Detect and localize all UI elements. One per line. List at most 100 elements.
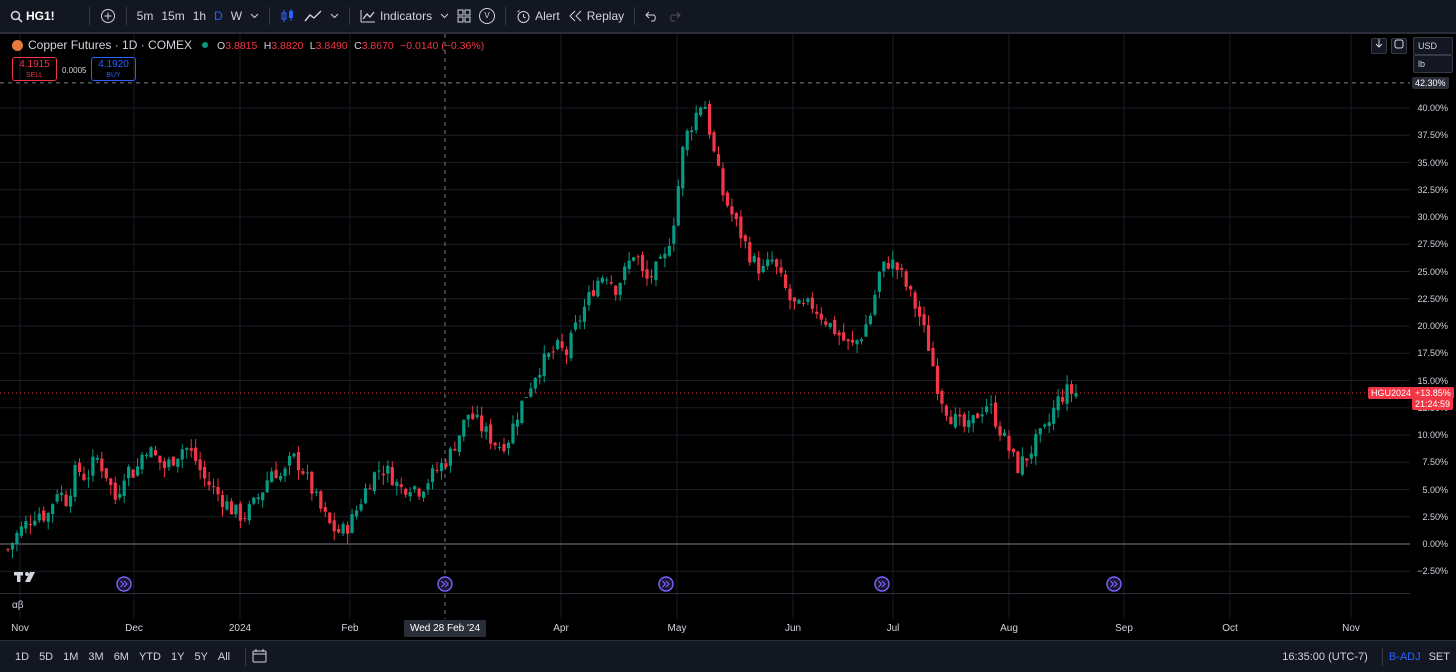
candle-body: [636, 256, 640, 258]
candle-body: [274, 469, 278, 479]
range-button-1y[interactable]: 1Y: [170, 650, 185, 663]
candle-body: [6, 549, 10, 551]
candle-body: [377, 470, 381, 472]
interval-15m[interactable]: 15m: [161, 9, 185, 23]
candle-body: [185, 448, 189, 450]
candle-body: [180, 449, 184, 460]
indicators-button[interactable]: Indicators: [356, 4, 436, 28]
candle-body: [582, 306, 587, 322]
candle-body: [779, 267, 783, 273]
time-tick-label: Nov: [11, 623, 29, 634]
candle-body: [149, 447, 153, 458]
candle-body: [725, 192, 730, 206]
alert-button[interactable]: Alert: [512, 4, 564, 28]
symbol-search-button[interactable]: HG1!: [0, 4, 59, 28]
sell-button[interactable]: 4.1915 SELL: [12, 57, 57, 81]
range-button-6m[interactable]: 6M: [113, 650, 129, 663]
candle-body: [296, 452, 301, 471]
open-label: O: [217, 40, 226, 52]
candle-body: [654, 261, 658, 281]
replay-button[interactable]: Replay: [564, 4, 628, 28]
interval-5m[interactable]: 5m: [136, 9, 154, 23]
range-button-1m[interactable]: 1M: [63, 650, 79, 663]
candle-body: [1047, 422, 1051, 427]
unit-select[interactable]: lb: [1413, 55, 1453, 73]
candle-body: [64, 494, 68, 506]
range-button-ytd[interactable]: YTD: [138, 650, 161, 663]
set-toggle[interactable]: SET: [1428, 650, 1450, 663]
candle-body: [283, 468, 287, 477]
clock-timezone[interactable]: 16:35:00 (UTC-7): [1282, 650, 1368, 663]
candle-body: [859, 339, 864, 342]
candle-body: [1002, 432, 1007, 436]
bottom-toolbar: 1D 5D 1M 3M 6M YTD 1Y 5Y All 16:35:00 (UTC-7) B-…: [0, 640, 1456, 672]
candle-body: [998, 426, 1002, 436]
candle-body: [408, 492, 412, 497]
candle-body: [1029, 453, 1033, 459]
price-tick-label: 30.00%: [1417, 212, 1448, 222]
candle-body: [113, 482, 117, 500]
interval-dropdown[interactable]: [246, 4, 263, 28]
range-button-3m[interactable]: 3M: [88, 650, 104, 663]
line-tool-button[interactable]: [300, 4, 326, 28]
candle-body: [850, 339, 855, 343]
range-button-5y[interactable]: 5Y: [194, 650, 208, 663]
range-button-all[interactable]: All: [217, 650, 231, 663]
compare-add-button[interactable]: [96, 4, 120, 28]
time-tick-label: May: [667, 623, 687, 634]
interval-1h[interactable]: 1h: [192, 9, 207, 23]
chart-type-dropdown[interactable]: [326, 4, 343, 28]
legend-title[interactable]: Copper Futures · 1D · COMEX: [28, 38, 193, 52]
current-percent-tag: +13.85%: [1412, 387, 1454, 399]
buy-button[interactable]: 4.1920 BUY: [91, 57, 136, 81]
candle-body: [252, 497, 256, 504]
candle-body: [877, 271, 881, 292]
time-scale[interactable]: Nov Oct Sep Aug Jul Jun May Apr Feb 2024 Dec Nov We…: [0, 619, 1410, 639]
candle-body: [359, 504, 363, 511]
candle-body: [462, 419, 466, 437]
price-scale[interactable]: 40.00% 37.50% 35.00% 32.50% 30.00% 27.50% 25.0…: [1410, 34, 1456, 619]
candle-body: [42, 510, 46, 521]
candle-body: [86, 478, 91, 480]
version-badge-button[interactable]: V: [475, 4, 499, 28]
price-tick-label: 5.00%: [1422, 484, 1448, 495]
range-button-5d[interactable]: 5D: [39, 650, 54, 663]
fullscreen-button[interactable]: [1391, 38, 1407, 54]
candle-body: [931, 348, 935, 367]
interval-w[interactable]: W: [230, 9, 243, 23]
candle-body: [623, 266, 627, 281]
candles-chart-type-button[interactable]: [276, 4, 300, 28]
go-to-date-button[interactable]: [252, 648, 267, 666]
candle-body: [104, 468, 108, 479]
candle-body: [118, 493, 122, 498]
candle-body: [873, 294, 877, 315]
event-marker-arrow: [662, 580, 670, 588]
candle-body: [690, 130, 694, 132]
price-chart[interactable]: [0, 34, 1410, 619]
candle-body: [10, 542, 15, 550]
candle-body: [1060, 397, 1065, 402]
candle-body: [649, 276, 654, 278]
candle-body: [332, 520, 336, 532]
undo-button[interactable]: [641, 4, 663, 28]
market-status-dot: [202, 42, 209, 48]
close-value: 3.8670: [361, 40, 394, 52]
interval-d[interactable]: D: [214, 9, 223, 23]
b-adj-toggle[interactable]: B-ADJ: [1388, 650, 1421, 663]
layouts-button[interactable]: [453, 4, 475, 28]
indicators-dropdown[interactable]: [436, 4, 453, 28]
download-button[interactable]: [1371, 38, 1387, 54]
candle-body: [953, 413, 957, 428]
range-button-1d[interactable]: 1D: [15, 650, 30, 663]
redo-icon: [670, 11, 681, 22]
candle-body: [913, 292, 917, 309]
candle-body: [153, 450, 158, 456]
candle-body: [645, 269, 649, 279]
redo-button[interactable]: [663, 4, 685, 28]
candle-body: [127, 466, 131, 479]
candle-body: [256, 497, 260, 500]
candle-body: [775, 259, 779, 267]
candle-body: [520, 400, 524, 424]
currency-select[interactable]: USD: [1413, 37, 1453, 55]
candle-body: [413, 486, 417, 490]
